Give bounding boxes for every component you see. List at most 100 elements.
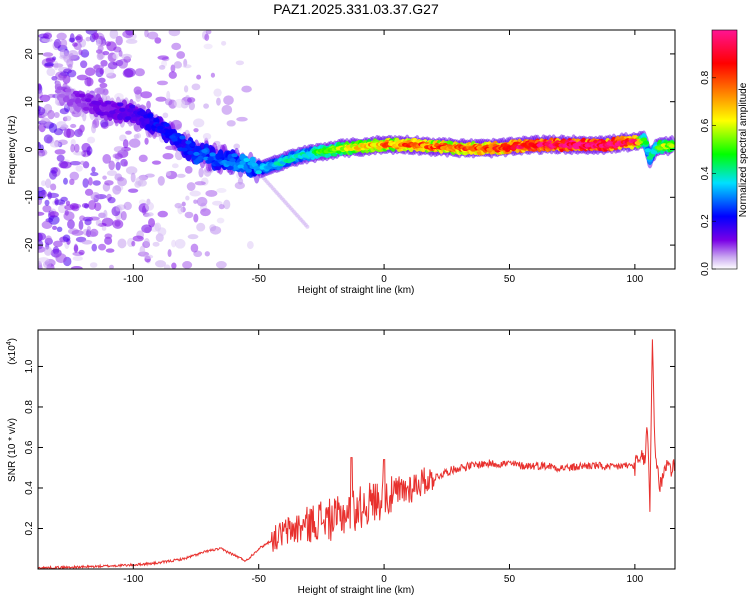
ridge-cell bbox=[127, 108, 134, 113]
ridge-cell bbox=[181, 139, 188, 147]
ridge-cell bbox=[193, 151, 200, 156]
ridge-cell bbox=[58, 93, 66, 98]
snr-y-ticks: 0.2 0.4 0.6 0.8 1.0 bbox=[24, 359, 675, 535]
noise-cell bbox=[51, 63, 64, 68]
noise-cell bbox=[78, 249, 85, 255]
ridge-cell bbox=[185, 140, 192, 145]
ridge-cell bbox=[239, 160, 246, 165]
spectrogram-y-ticks: -20 -10 0 10 20 bbox=[24, 48, 675, 252]
noise-cell bbox=[193, 128, 199, 133]
noise-cell bbox=[42, 32, 53, 40]
y-tick-label: 20 bbox=[24, 48, 35, 60]
noise-cell bbox=[115, 161, 121, 171]
x-tick-label: -100 bbox=[123, 574, 143, 585]
noise-cell bbox=[112, 153, 121, 159]
noise-cell bbox=[86, 225, 91, 232]
noise-cell bbox=[67, 219, 75, 230]
x-tick-label: 0 bbox=[381, 574, 387, 585]
snr-y-axis-label: SNR (10 * v/v) bbox=[7, 418, 18, 482]
noise-cell bbox=[38, 260, 43, 269]
noise-cell bbox=[46, 67, 56, 77]
snr-x-axis-label: Height of straight line (km) bbox=[298, 585, 415, 596]
ridge-cell bbox=[187, 150, 194, 155]
noise-cell bbox=[121, 53, 133, 60]
noise-cell bbox=[120, 210, 127, 221]
snr-series-line bbox=[38, 339, 675, 569]
noise-cell bbox=[64, 204, 76, 211]
x-tick-label: 50 bbox=[504, 274, 516, 285]
ridge-cell bbox=[145, 123, 152, 131]
noise-cell bbox=[38, 245, 46, 253]
noise-cell bbox=[193, 213, 199, 223]
noise-cell bbox=[76, 74, 89, 81]
noise-cell bbox=[53, 240, 63, 248]
noise-cell bbox=[97, 44, 104, 52]
noise-cell bbox=[75, 165, 83, 172]
noise-cell bbox=[115, 205, 121, 212]
y-tick-label: -10 bbox=[24, 190, 35, 205]
noise-cell bbox=[113, 146, 125, 153]
noise-cell bbox=[198, 167, 204, 178]
noise-cell bbox=[165, 171, 172, 177]
ridge-cell bbox=[82, 106, 90, 111]
noise-cell bbox=[130, 172, 136, 183]
noise-cell bbox=[55, 71, 67, 81]
noise-cell bbox=[246, 241, 254, 250]
noise-cell bbox=[168, 71, 177, 79]
noise-cell bbox=[49, 211, 59, 218]
noise-cell bbox=[72, 42, 78, 47]
ridge-cell bbox=[225, 160, 232, 165]
noise-cell bbox=[157, 227, 167, 237]
ridge-cell bbox=[201, 149, 208, 154]
noise-cell bbox=[174, 238, 186, 249]
noise-cell bbox=[216, 187, 227, 193]
noise-cell bbox=[162, 152, 174, 160]
noise-cell bbox=[139, 245, 146, 256]
noise-cell bbox=[38, 106, 46, 116]
noise-cell bbox=[43, 261, 52, 269]
noise-cell bbox=[92, 180, 101, 186]
noise-cell bbox=[64, 115, 72, 122]
noise-cell bbox=[148, 217, 156, 228]
y-tick-label: 0.8 bbox=[24, 400, 35, 414]
noise-cell bbox=[63, 53, 71, 63]
noise-cell bbox=[69, 171, 80, 181]
noise-cell bbox=[80, 60, 88, 69]
noise-cell bbox=[79, 215, 86, 222]
noise-cell bbox=[233, 143, 240, 150]
noise-cell bbox=[99, 82, 108, 89]
noise-cell bbox=[185, 195, 190, 201]
ridge-cell bbox=[231, 153, 238, 158]
ridge-cell bbox=[640, 137, 648, 142]
noise-cell bbox=[82, 178, 89, 188]
ridge-cell bbox=[86, 94, 94, 99]
noise-cell bbox=[73, 151, 84, 156]
noise-cell bbox=[184, 165, 193, 174]
noise-cell bbox=[143, 238, 150, 248]
noise-cell bbox=[188, 101, 196, 111]
noise-cell bbox=[104, 180, 114, 186]
ridge-cell bbox=[94, 101, 102, 106]
noise-cell bbox=[63, 68, 72, 74]
noise-cell bbox=[98, 77, 106, 84]
noise-cell bbox=[237, 177, 244, 185]
noise-cell bbox=[125, 39, 138, 44]
ridge-cell bbox=[181, 147, 188, 152]
noise-cell bbox=[171, 163, 179, 169]
noise-cell bbox=[125, 166, 138, 175]
noise-cell bbox=[47, 192, 60, 198]
noise-cell bbox=[49, 141, 61, 148]
ridge-cell bbox=[167, 129, 174, 134]
noise-cell bbox=[91, 32, 99, 40]
spectrogram-x-ticks: -100 -50 0 50 100 bbox=[123, 30, 644, 285]
snr-y-multiplier-label: (x104) bbox=[6, 338, 18, 365]
noise-cell bbox=[70, 266, 83, 269]
noise-cell bbox=[143, 254, 154, 259]
noise-cell bbox=[74, 143, 80, 153]
noise-cell bbox=[158, 65, 166, 70]
y-tick-label: -20 bbox=[24, 237, 35, 252]
snr-y-multiplier-close: ) bbox=[7, 338, 18, 341]
noise-cell bbox=[42, 205, 52, 213]
colorbar-tick-label: 0.6 bbox=[700, 118, 711, 132]
